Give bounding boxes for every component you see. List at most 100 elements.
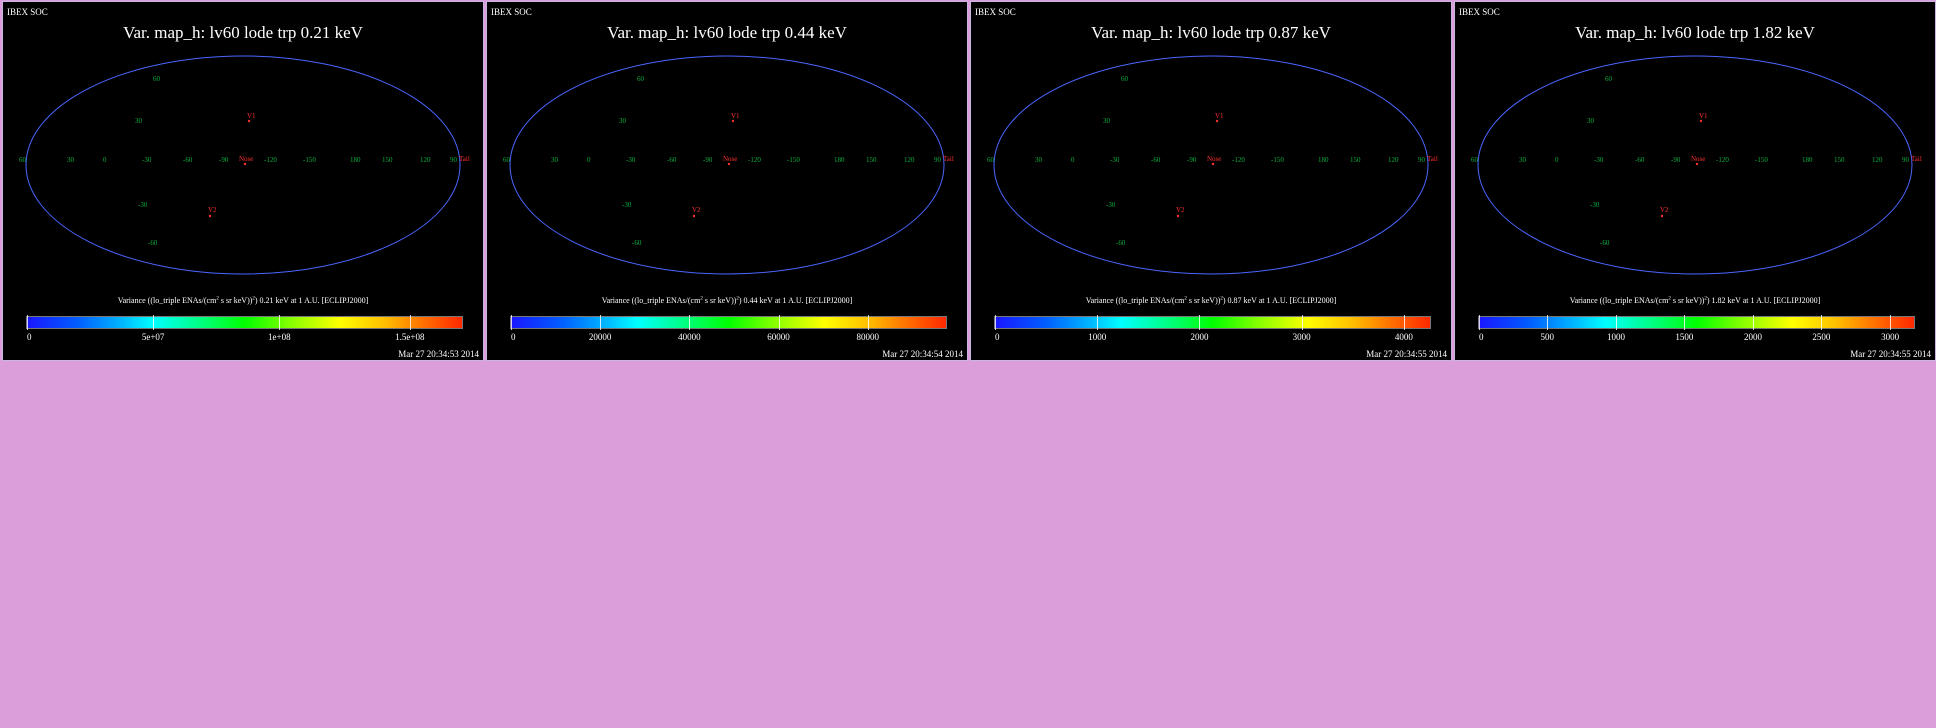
colorbar-tick-label: 40000 bbox=[678, 332, 701, 342]
colorbar-tick-label: 2500 bbox=[1812, 332, 1831, 342]
colorbar-tick bbox=[1479, 315, 1480, 330]
panel-title: Var. map_h: lv60 lode trp 0.87 keV bbox=[1091, 23, 1331, 42]
lon-label: -90 bbox=[1187, 156, 1197, 164]
v2-label: V2 bbox=[692, 206, 701, 214]
colorbar-tick bbox=[867, 315, 869, 330]
lon-label: 90 bbox=[934, 156, 942, 164]
v1-marker bbox=[731, 119, 735, 123]
map-border bbox=[25, 55, 461, 275]
colorbar-tick-label: 1e+08 bbox=[268, 332, 291, 342]
lat-label: -30 bbox=[1106, 201, 1116, 209]
colorbar-tick bbox=[1199, 315, 1201, 330]
lon-label: 150 bbox=[382, 156, 393, 164]
map-panel-2: 60 30 0 -30 -60 -90 -120 -150 180 150 120 90 60 30 -30… bbox=[486, 1, 968, 361]
v1-label: V1 bbox=[247, 112, 256, 120]
nose-marker bbox=[1211, 162, 1215, 166]
lon-label: 120 bbox=[420, 156, 431, 164]
colorbar-label: Variance ((lo_triple ENAs/(cm2 s sr keV)… bbox=[601, 296, 853, 305]
brand-label: IBEX SOC bbox=[491, 7, 532, 17]
lon-label: -30 bbox=[1110, 156, 1120, 164]
colorbar-tick bbox=[1097, 315, 1099, 330]
colorbar-tick bbox=[27, 315, 28, 330]
v1-label: V1 bbox=[1215, 112, 1224, 120]
map-border bbox=[509, 55, 945, 275]
lat-label: 30 bbox=[619, 117, 627, 125]
nose-label: Nose bbox=[723, 155, 737, 163]
colorbar-tick-label: 1.5e+08 bbox=[395, 332, 425, 342]
tail-label: Tail bbox=[459, 155, 470, 163]
colorbar-tick-label: 4000 bbox=[1394, 332, 1413, 342]
colorbar-tick bbox=[511, 315, 512, 330]
colorbar-tick bbox=[600, 315, 602, 330]
lon-label: 60 bbox=[503, 156, 511, 164]
colorbar-tick-label: 20000 bbox=[588, 332, 612, 342]
lon-label: -60 bbox=[1635, 156, 1645, 164]
map-border bbox=[993, 55, 1429, 275]
colorbar-tick-label: 0 bbox=[27, 332, 32, 342]
colorbar-tick-label: 0 bbox=[995, 332, 1000, 342]
lon-label: 30 bbox=[67, 156, 75, 164]
lat-label: 30 bbox=[1587, 117, 1595, 125]
lon-label: -30 bbox=[1594, 156, 1604, 164]
colorbar bbox=[1478, 316, 1915, 329]
colorbar-tick-label: 1000 bbox=[1088, 332, 1107, 342]
lon-label: -90 bbox=[219, 156, 229, 164]
lon-label: 180 bbox=[1318, 156, 1329, 164]
lon-label: -120 bbox=[748, 156, 761, 164]
lon-label: 90 bbox=[1902, 156, 1910, 164]
lon-label: -60 bbox=[183, 156, 193, 164]
point-labels: V1 V2 Nose Tail bbox=[208, 112, 470, 218]
sky-map-3: 60 30 0 -30 -60 -90 -120 -150 180 150 120 90 60 30 -30… bbox=[987, 55, 1438, 275]
colorbar bbox=[510, 316, 947, 329]
colorbar-tick bbox=[1753, 315, 1755, 330]
timestamp: Mar 27 20:34:55 2014 bbox=[1366, 349, 1447, 359]
v1-label: V1 bbox=[731, 112, 740, 120]
lon-label: -30 bbox=[142, 156, 152, 164]
lat-label: 30 bbox=[1103, 117, 1111, 125]
lat-label: 30 bbox=[135, 117, 143, 125]
nose-marker bbox=[243, 162, 247, 166]
lon-label: -120 bbox=[1716, 156, 1729, 164]
lon-label: 0 bbox=[587, 156, 591, 164]
brand-label: IBEX SOC bbox=[1459, 7, 1500, 17]
colorbar-tick-label: 1000 bbox=[1607, 332, 1626, 342]
lon-labels: 60 30 0 -30 -60 -90 -120 -150 180 150 120 90 60 30 -30… bbox=[19, 75, 458, 247]
point-labels: V1 V2 Nose Tail bbox=[1176, 112, 1438, 218]
colorbar-tick-label: 2000 bbox=[1190, 332, 1209, 342]
lon-label: -60 bbox=[1151, 156, 1161, 164]
v1-label: V1 bbox=[1699, 112, 1708, 120]
colorbar-tick bbox=[1616, 315, 1618, 330]
lat-label: -30 bbox=[1590, 201, 1600, 209]
map-border bbox=[1477, 55, 1913, 275]
lon-labels: 60 30 0 -30 -60 -90 -120 -150 180 150 120 90 60 30 -30… bbox=[503, 75, 942, 247]
v1-marker bbox=[247, 119, 251, 123]
colorbar-tick bbox=[1890, 315, 1892, 330]
v2-marker bbox=[1176, 214, 1180, 218]
v2-label: V2 bbox=[1176, 206, 1185, 214]
panel-title: Var. map_h: lv60 lode trp 0.21 keV bbox=[123, 23, 363, 42]
colorbar-tick bbox=[995, 315, 996, 330]
lon-label: 90 bbox=[450, 156, 458, 164]
lon-label: -90 bbox=[703, 156, 713, 164]
point-labels: V1 V2 Nose Tail bbox=[1660, 112, 1922, 218]
lon-label: -30 bbox=[626, 156, 636, 164]
brand-label: IBEX SOC bbox=[975, 7, 1016, 17]
colorbar-tick-label: 60000 bbox=[767, 332, 790, 342]
colorbar-tick-label: 500 bbox=[1540, 332, 1555, 342]
tail-label: Tail bbox=[1427, 155, 1438, 163]
colorbar-tick bbox=[778, 315, 780, 330]
lon-label: -150 bbox=[303, 156, 316, 164]
panel-title: Var. map_h: lv60 lode trp 1.82 keV bbox=[1575, 23, 1815, 42]
lon-label: -90 bbox=[1671, 156, 1681, 164]
sky-map-1: 60 30 0 -30 -60 -90 -120 -150 180 150 120 90 60 30 -30… bbox=[19, 55, 470, 275]
colorbar-tick bbox=[1403, 315, 1405, 330]
map-panel-4: 60 30 0 -30 -60 -90 -120 -150 180 150 120 90 60 30 -30… bbox=[1454, 1, 1936, 361]
lat-label: 60 bbox=[1121, 75, 1129, 83]
lat-label: -30 bbox=[622, 201, 632, 209]
colorbar-label: Variance ((lo_triple ENAs/(cm2 s sr keV)… bbox=[117, 296, 369, 305]
timestamp: Mar 27 20:34:53 2014 bbox=[398, 349, 479, 359]
lon-label: -120 bbox=[264, 156, 277, 164]
lon-label: 120 bbox=[904, 156, 915, 164]
colorbar-tick-label: 5e+07 bbox=[141, 332, 165, 342]
lon-label: 180 bbox=[1802, 156, 1813, 164]
